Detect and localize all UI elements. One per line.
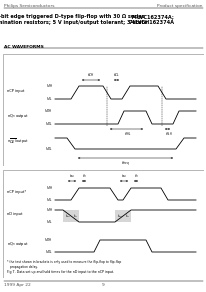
Text: Fig 7. Data set up and hold times for the nD input to the nCP input.: Fig 7. Data set up and hold times for th… [7,270,114,274]
Text: $V_{OL}$: $V_{OL}$ [45,120,53,128]
Text: $V_{IH}$: $V_{IH}$ [45,184,53,192]
Text: $t_{CL}$: $t_{CL}$ [112,71,119,79]
Text: $t_{su}$: $t_{su}$ [120,172,126,180]
Text: $t_{CH}$: $t_{CH}$ [87,71,94,79]
Text: 1999 Apr 22: 1999 Apr 22 [4,283,31,287]
Text: $t_{su}$: $t_{su}$ [64,212,70,220]
Text: * the test shown in brackets is only used to measure the flip-flop to flip-flop
: * the test shown in brackets is only use… [7,260,121,269]
Text: $t_{su}$: $t_{su}$ [116,212,122,220]
Text: $V_{IH}$: $V_{IH}$ [45,82,53,90]
Text: $V_{OH}$: $V_{OH}$ [44,107,53,115]
Text: nD input: nD input [7,212,22,216]
Text: $V_{OH}$: $V_{OH}$ [44,236,53,244]
Text: $V_{OL}$: $V_{OL}$ [45,145,53,153]
Text: $t_{freq}$: $t_{freq}$ [121,159,129,168]
Text: $t_h$: $t_h$ [81,172,86,180]
Text: 74LVC162374A;
74LVCH162374A: 74LVC162374A; 74LVCH162374A [128,14,174,25]
Text: Fig 6.  Clock input (nCP) to output (nQn) propagation delay, the clock pulse wid: Fig 6. Clock input (nCP) to output (nQn)… [7,184,182,193]
Text: $t_h$: $t_h$ [133,172,138,180]
Text: $V_{IH}$: $V_{IH}$ [45,206,53,214]
Text: $V_{OL}$: $V_{OL}$ [45,248,53,256]
Text: $V_{IL}$: $V_{IL}$ [46,218,53,226]
Text: nQ$_n$ output: nQ$_n$ output [7,240,29,248]
Text: 9: 9 [101,283,104,287]
Text: nCP input: nCP input [7,88,24,93]
Text: $V_{IL}$: $V_{IL}$ [46,95,53,103]
Text: $t_{PLH}$: $t_{PLH}$ [164,130,172,138]
Text: $t_{PHL}$: $t_{PHL}$ [123,130,131,138]
Text: $V_{IL}$: $V_{IL}$ [46,196,53,204]
Text: nQ$_n$ output: nQ$_n$ output [7,112,29,119]
Text: Philips Semiconductors: Philips Semiconductors [4,4,54,8]
Text: 16-bit edge triggered D-type flip-flop with 30 Ω series
termination resistors; 5: 16-bit edge triggered D-type flip-flop w… [0,14,146,25]
Text: $t_{su}$: $t_{su}$ [69,172,75,180]
Text: $t_h$: $t_h$ [72,212,77,220]
Text: Product specification: Product specification [157,4,202,8]
Text: AC WAVEFORMS: AC WAVEFORMS [4,45,44,49]
Text: $n\overline{OE}$/output: $n\overline{OE}$/output [7,137,29,146]
Text: nCP input*: nCP input* [7,190,26,194]
Bar [115,210,130,222]
Bar [63,210,79,222]
Text: $t_h$: $t_h$ [124,212,129,220]
